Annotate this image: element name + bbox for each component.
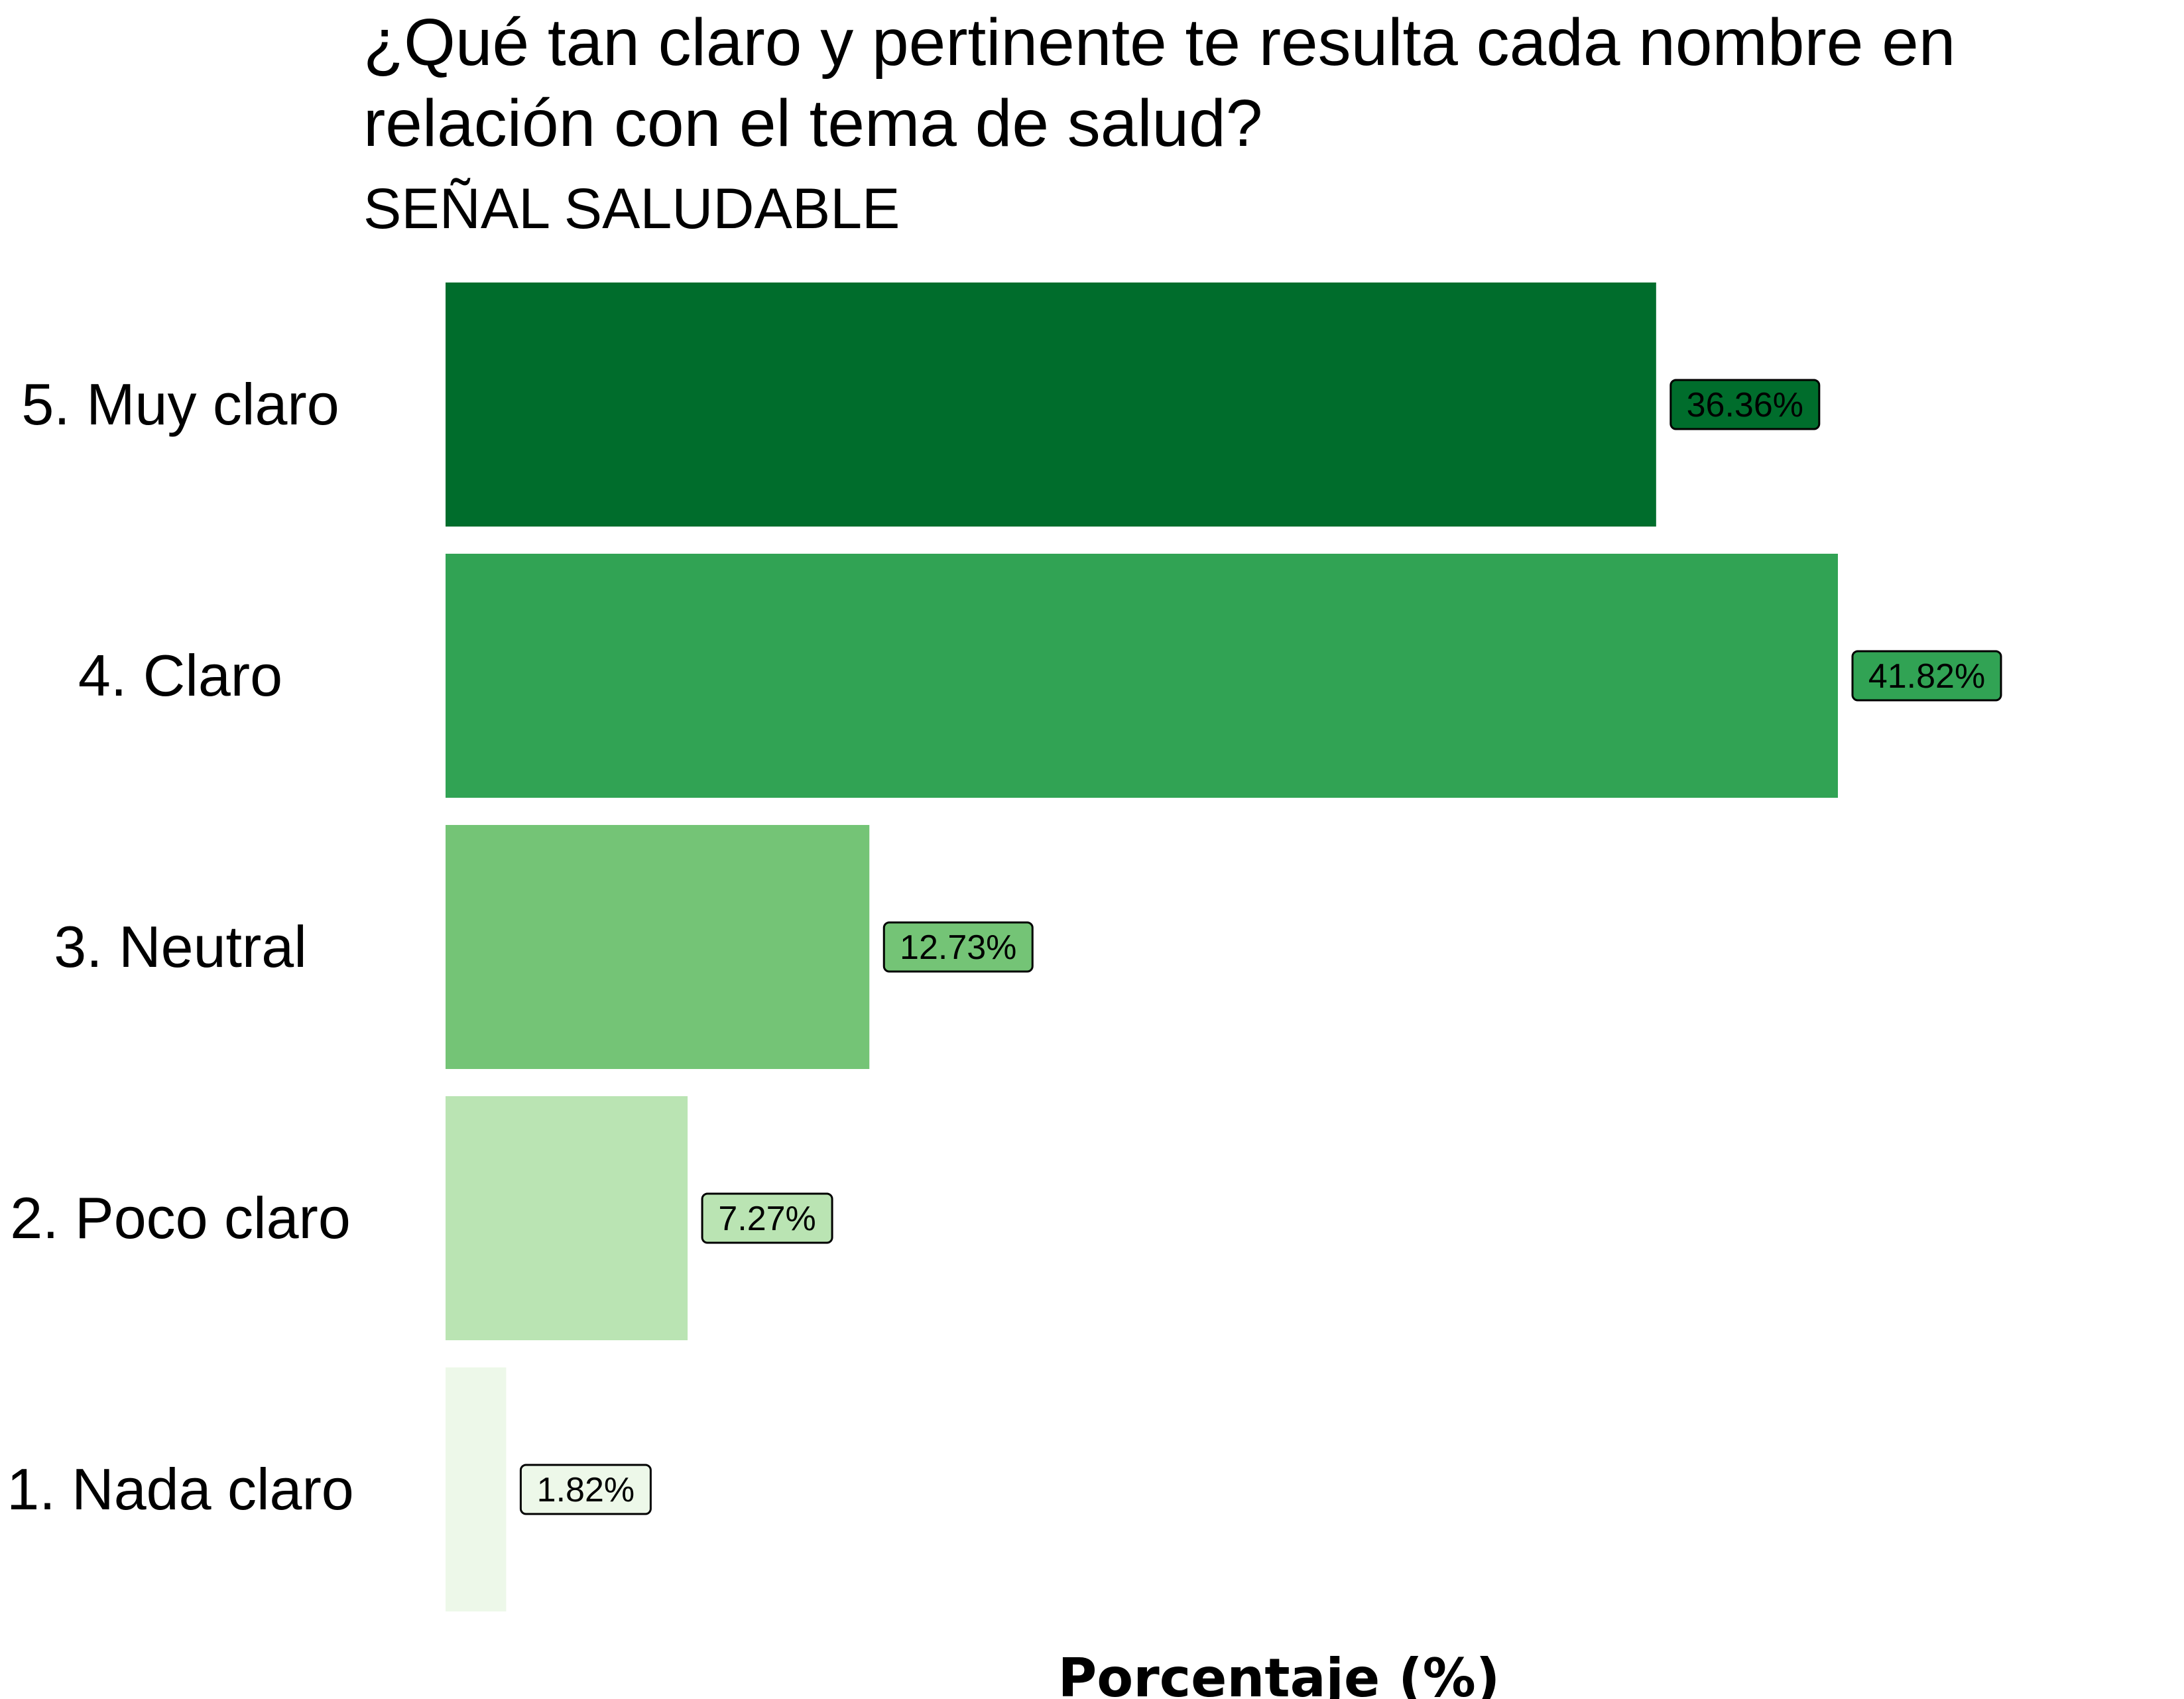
category-label-3: 3. Neutral [54, 914, 307, 979]
title-line-2: relación con el tema de salud? [363, 86, 1262, 160]
plot-area: 5. Muy claro 36.36% 4. Claro 41.82% 3. Neutr… [7, 283, 2002, 1611]
title-line-1: ¿Qué tan claro y pertinente te resulta c… [363, 5, 1955, 80]
chart-title: ¿Qué tan claro y pertinente te resulta c… [363, 5, 1955, 160]
category-label-5: 1. Nada claro [7, 1456, 353, 1522]
value-label-box-2 [1851, 650, 2002, 702]
bar-1 [446, 283, 1656, 527]
value-label-1: 36.36% [1687, 386, 1803, 424]
value-label-box-3 [882, 921, 1034, 973]
value-label-box-5 [519, 1464, 652, 1515]
bar-4 [446, 1096, 688, 1340]
category-label-1: 5. Muy claro [21, 371, 339, 437]
value-label-5: 1.82% [537, 1471, 635, 1509]
category-label-2: 4. Claro [78, 643, 282, 708]
value-label-2: 41.82% [1868, 657, 1985, 696]
bar-5 [446, 1367, 507, 1611]
value-label-3: 12.73% [900, 928, 1016, 967]
x-axis-label: Porcentaje (%) [1058, 1647, 1500, 1699]
bar-3 [446, 825, 870, 1069]
chart-subtitle: SEÑAL SALUDABLE [363, 177, 900, 241]
value-label-box-4 [701, 1192, 833, 1244]
value-label-box-1 [1669, 379, 1821, 430]
bar-2 [446, 554, 1838, 798]
value-label-4: 7.27% [718, 1200, 816, 1238]
category-label-4: 2. Poco claro [10, 1185, 351, 1251]
